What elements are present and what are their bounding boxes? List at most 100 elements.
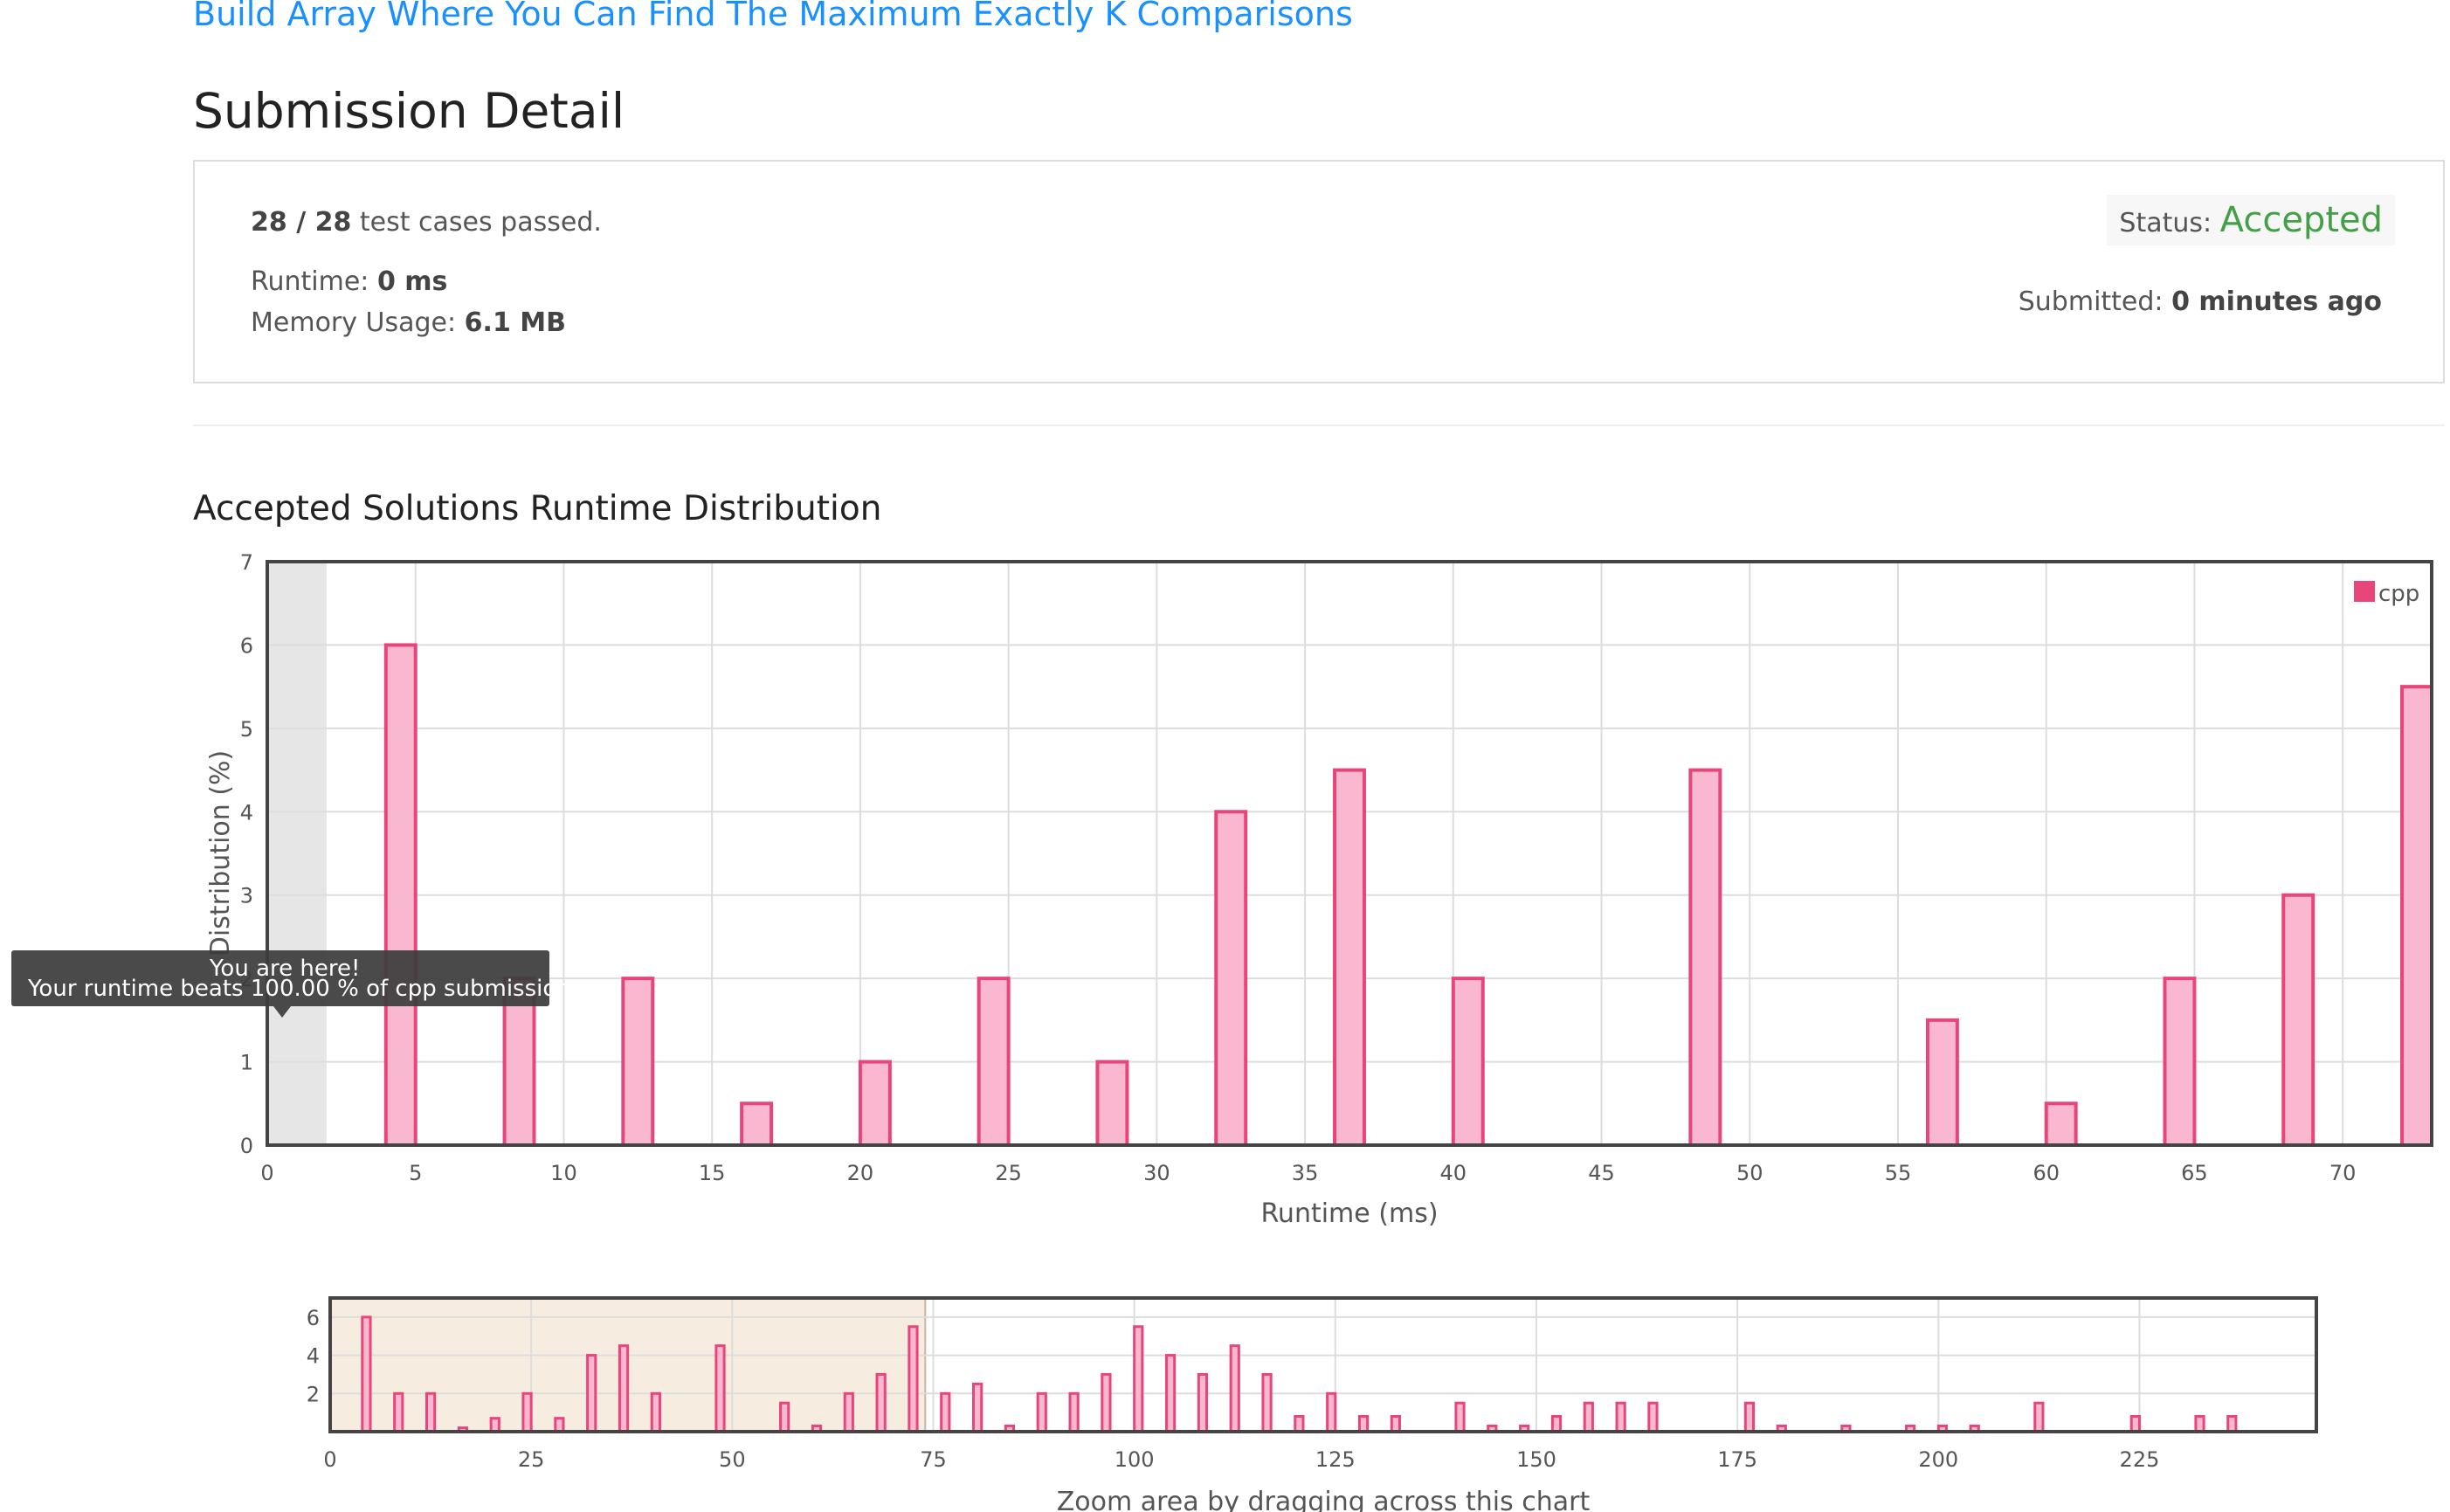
nav-runtime-bar <box>1294 1415 1305 1433</box>
y-tick-label: 7 <box>240 550 253 575</box>
nav-runtime-bar <box>554 1417 565 1433</box>
y-tick-label: 4 <box>240 800 253 825</box>
x-tick-label: 60 <box>2032 1161 2060 1185</box>
y-tick-label: 3 <box>240 884 253 908</box>
tooltip-line-1: You are here! <box>210 956 361 982</box>
x-tick-label: 25 <box>995 1161 1022 1185</box>
x-tick-label: 55 <box>1885 1161 1912 1185</box>
nav-runtime-bar <box>1454 1401 1466 1433</box>
runtime-bar <box>2044 1101 2078 1148</box>
nav-runtime-bar <box>1036 1391 1047 1433</box>
y-tick-label: 0 <box>240 1134 253 1158</box>
tooltip-arrow <box>273 1006 291 1018</box>
y-tick-label: 5 <box>240 717 253 742</box>
runtime-bar <box>1451 977 1485 1147</box>
runtime-bar <box>2281 893 2315 1147</box>
x-tick-label: 40 <box>1440 1161 1467 1185</box>
nav-runtime-bar <box>2129 1415 2141 1433</box>
status-label: Status: <box>2119 208 2212 238</box>
nav-runtime-bar <box>1647 1401 1659 1433</box>
memory-label: Memory Usage: <box>251 307 457 338</box>
x-tick-label: 35 <box>1292 1161 1319 1185</box>
submission-summary-panel: 28 / 28 test cases passed. Runtime: 0 ms… <box>193 160 2445 383</box>
nav-runtime-bar <box>489 1417 500 1433</box>
tooltip-line-2: Your runtime beats 100.00 % of cpp submi… <box>28 976 590 1002</box>
nav-runtime-bar <box>1261 1372 1273 1433</box>
x-tick-label: 15 <box>699 1161 726 1185</box>
nav-runtime-bar <box>2194 1415 2205 1433</box>
y-axis-label: Distribution (%) <box>205 750 236 956</box>
nav-x-tick-label: 100 <box>1115 1447 1155 1472</box>
status-box: Status: Accepted <box>2107 195 2395 245</box>
runtime-bar <box>977 977 1011 1147</box>
nav-plot-frame <box>328 1296 2318 1433</box>
nav-runtime-bar <box>586 1354 597 1433</box>
nav-runtime-bar <box>1390 1415 1401 1433</box>
nav-runtime-bar <box>1101 1372 1112 1433</box>
nav-runtime-bar <box>2033 1401 2045 1433</box>
test-cases-line: 28 / 28 test cases passed. <box>251 207 602 238</box>
x-tick-label: 70 <box>2329 1161 2357 1185</box>
nav-runtime-bar <box>1615 1401 1626 1433</box>
x-tick-label: 10 <box>550 1161 577 1185</box>
nav-x-tick-label: 25 <box>518 1447 545 1472</box>
nav-runtime-bar <box>940 1391 951 1433</box>
nav-runtime-bar <box>1164 1354 1177 1433</box>
runtime-bar <box>1214 810 1248 1147</box>
runtime-bar <box>621 977 655 1147</box>
nav-x-tick-label: 75 <box>920 1447 947 1472</box>
test-cases-count: 28 / 28 <box>251 207 352 238</box>
runtime-value: 0 ms <box>376 266 448 297</box>
x-tick-label: 65 <box>2181 1161 2208 1185</box>
x-tick-label: 45 <box>1588 1161 1615 1185</box>
nav-runtime-bar <box>393 1391 404 1433</box>
nav-runtime-bar <box>843 1391 854 1433</box>
nav-runtime-bar <box>650 1391 661 1433</box>
nav-runtime-bar <box>972 1382 983 1433</box>
memory-value: 6.1 MB <box>464 307 566 338</box>
nav-runtime-bar <box>1229 1344 1240 1433</box>
runtime-bar <box>383 643 418 1147</box>
x-axis-label: Runtime (ms) <box>1260 1198 1438 1229</box>
y-tick-label: 6 <box>240 633 253 658</box>
nav-runtime-bar <box>2226 1415 2238 1433</box>
runtime-bar <box>1925 1018 1959 1148</box>
legend-swatch <box>2354 581 2375 602</box>
nav-runtime-bar <box>779 1401 790 1433</box>
nav-runtime-bar <box>1550 1415 1563 1433</box>
runtime-bar <box>1333 768 1366 1147</box>
x-tick-label: 30 <box>1143 1161 1170 1185</box>
nav-x-tick-label: 225 <box>2120 1447 2160 1472</box>
test-cases-suffix: test cases passed. <box>359 207 602 238</box>
nav-y-tick-label: 4 <box>307 1344 320 1369</box>
y-tick-label: 1 <box>240 1051 253 1075</box>
submitted-line: Submitted: 0 minutes ago <box>2019 287 2382 317</box>
problem-title-link[interactable]: Build Array Where You Can Find The Maxim… <box>193 0 1353 33</box>
nav-runtime-bar <box>1133 1325 1144 1433</box>
runtime-label: Runtime: <box>251 266 369 297</box>
nav-runtime-bar <box>875 1372 887 1433</box>
page-title: Submission Detail <box>193 83 625 139</box>
nav-x-tick-label: 150 <box>1516 1447 1556 1472</box>
x-tick-label: 0 <box>260 1161 273 1185</box>
runtime-bar <box>740 1101 774 1148</box>
runtime-tooltip <box>11 950 549 1006</box>
status-value: Accepted <box>2219 200 2383 240</box>
nav-x-tick-label: 125 <box>1315 1447 1356 1472</box>
current-runtime-highlight <box>267 562 327 1145</box>
submitted-label: Submitted: <box>2018 287 2164 317</box>
nav-runtime-bar <box>521 1391 533 1433</box>
runtime-bar <box>2163 977 2197 1147</box>
nav-runtime-bar <box>1068 1391 1080 1433</box>
nav-x-tick-label: 50 <box>719 1447 746 1472</box>
submitted-value: 0 minutes ago <box>2171 287 2382 317</box>
runtime-bar <box>1095 1060 1129 1147</box>
nav-x-tick-label: 175 <box>1717 1447 1757 1472</box>
x-tick-label: 20 <box>847 1161 874 1185</box>
nav-runtime-bar <box>908 1325 919 1433</box>
nav-runtime-bar <box>1197 1372 1209 1433</box>
runtime-bar <box>858 1060 892 1147</box>
x-tick-label: 50 <box>1736 1161 1763 1185</box>
nav-y-tick-label: 2 <box>307 1382 320 1406</box>
